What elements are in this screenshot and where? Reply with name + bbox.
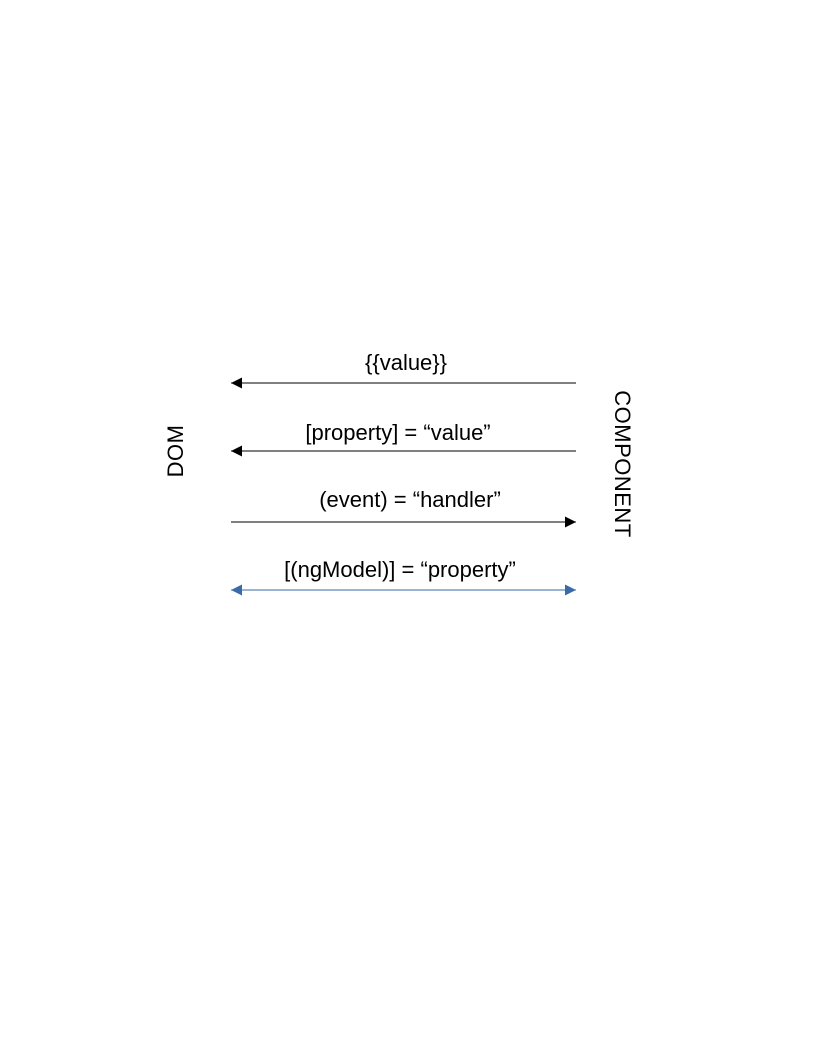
two-way-binding-label: [(ngModel)] = “property” bbox=[284, 557, 516, 582]
component-label: COMPONENT bbox=[610, 390, 635, 538]
event-binding-label: (event) = “handler” bbox=[319, 487, 501, 512]
dom-label: DOM bbox=[163, 424, 188, 478]
property-binding-label: [property] = “value” bbox=[305, 420, 491, 445]
interpolation-label: {{value}} bbox=[365, 350, 447, 375]
